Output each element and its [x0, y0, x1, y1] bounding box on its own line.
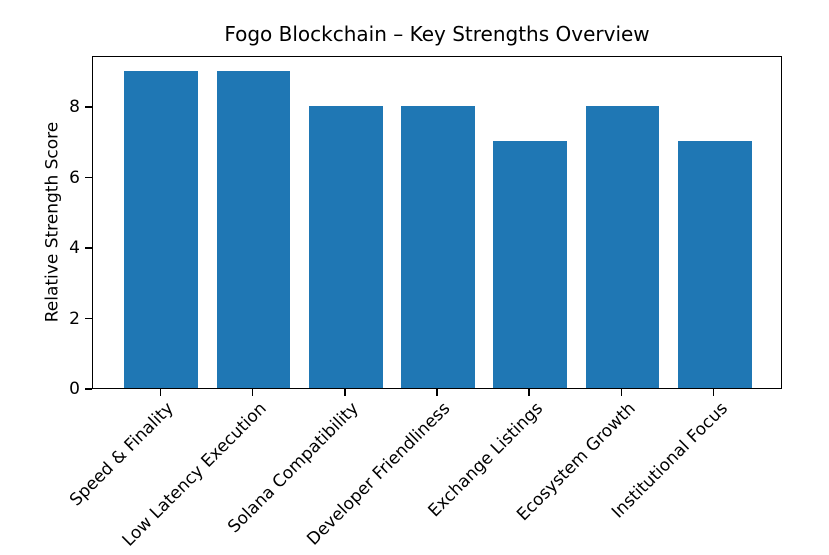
- y-tick-label: 6: [69, 167, 80, 188]
- bar-institutional-focus: [677, 141, 752, 388]
- x-tick-mark: [620, 389, 623, 396]
- x-tick-mark: [528, 389, 530, 396]
- bar-solana-compatibility: [308, 106, 383, 388]
- y-tick-mark: [85, 388, 92, 390]
- bar-exchange-listings: [493, 141, 568, 388]
- y-tick-label: 4: [69, 238, 80, 259]
- bar-speed-finality: [124, 70, 199, 388]
- bar-low-latency-execution: [216, 70, 291, 388]
- x-tick-mark: [344, 389, 346, 396]
- y-tick-mark: [85, 176, 92, 179]
- bar-developer-friendliness: [401, 106, 475, 388]
- x-tick-mark: [436, 389, 438, 396]
- y-tick-mark: [85, 247, 92, 249]
- plot-area: [92, 56, 782, 389]
- x-tick-mark: [712, 389, 715, 396]
- y-tick-mark: [85, 317, 92, 320]
- y-tick-mark: [85, 106, 92, 108]
- chart-title: Fogo Blockchain – Key Strengths Overview: [224, 22, 650, 46]
- y-tick-label: 2: [69, 308, 80, 329]
- bar-ecosystem-growth: [585, 106, 660, 388]
- y-tick-label: 8: [69, 97, 80, 118]
- y-axis-label: Relative Strength Score: [42, 121, 63, 323]
- x-tick-mark: [159, 389, 161, 396]
- y-tick-label: 0: [69, 379, 80, 399]
- x-tick-mark: [251, 389, 254, 396]
